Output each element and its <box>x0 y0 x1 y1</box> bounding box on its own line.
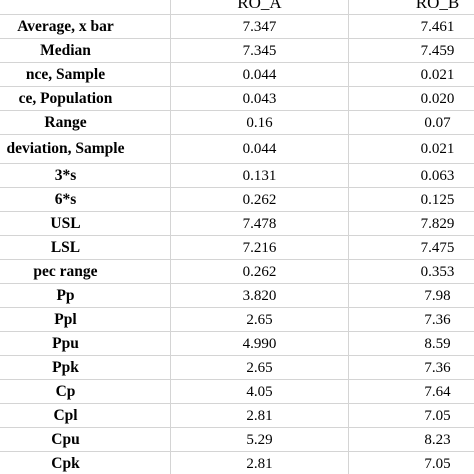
ro-b-value-cell[interactable]: 7.36 <box>348 307 474 332</box>
header-col-a[interactable]: RO_A <box>170 0 349 15</box>
row-label-cell[interactable]: deviation, Sample <box>0 134 171 164</box>
ro-a-value-cell[interactable]: 7.216 <box>170 235 349 260</box>
ro-a-value-cell[interactable]: 2.65 <box>170 355 349 380</box>
ro-b-value-cell[interactable]: 7.05 <box>348 403 474 428</box>
ro-b-value-cell[interactable]: 0.063 <box>348 163 474 188</box>
table-row: USL 7.478 7.829 <box>0 211 474 236</box>
ro-a-value-cell[interactable]: 7.478 <box>170 211 349 236</box>
ro-b-value-cell[interactable]: 8.23 <box>348 427 474 452</box>
ro-a-value-cell[interactable]: 0.16 <box>170 110 349 135</box>
ro-a-value-cell[interactable]: 0.131 <box>170 163 349 188</box>
row-label-cell[interactable]: Median <box>0 38 171 63</box>
table-row: Ppl 2.65 7.36 <box>0 307 474 332</box>
table-row: 6*s 0.262 0.125 <box>0 187 474 212</box>
ro-b-value-cell[interactable]: 7.461 <box>348 14 474 39</box>
table-row: nce, Sample 0.044 0.021 <box>0 62 474 87</box>
ro-b-value-cell[interactable]: 0.021 <box>348 134 474 164</box>
ro-a-value-cell[interactable]: 0.262 <box>170 259 349 284</box>
row-label-cell[interactable]: USL <box>0 211 171 236</box>
ro-b-value-cell[interactable]: 7.64 <box>348 379 474 404</box>
table-row: ce, Population 0.043 0.020 <box>0 86 474 111</box>
ro-b-value-cell[interactable]: 8.59 <box>348 331 474 356</box>
table-row: Range 0.16 0.07 <box>0 110 474 135</box>
ro-a-value-cell[interactable]: 2.81 <box>170 451 349 474</box>
row-label-cell[interactable]: 6*s <box>0 187 171 212</box>
header-row: RO_A RO_B <box>0 0 474 15</box>
ro-a-value-cell[interactable]: 0.044 <box>170 134 349 164</box>
table-row: Cpk 2.81 7.05 <box>0 451 474 474</box>
ro-a-value-cell[interactable]: 4.05 <box>170 379 349 404</box>
row-label-cell[interactable]: 3*s <box>0 163 171 188</box>
ro-b-value-cell[interactable]: 7.36 <box>348 355 474 380</box>
ro-b-value-cell[interactable]: 7.829 <box>348 211 474 236</box>
header-col-b[interactable]: RO_B <box>348 0 474 15</box>
table-row: Cpl 2.81 7.05 <box>0 403 474 428</box>
row-label-cell[interactable]: Ppu <box>0 331 171 356</box>
row-label-cell[interactable]: pec range <box>0 259 171 284</box>
table-row: Cp 4.05 7.64 <box>0 379 474 404</box>
ro-a-value-cell[interactable]: 0.043 <box>170 86 349 111</box>
table-row: Pp 3.820 7.98 <box>0 283 474 308</box>
row-label-cell[interactable]: Average, x bar <box>0 14 171 39</box>
table-row: Ppu 4.990 8.59 <box>0 331 474 356</box>
ro-b-value-cell[interactable]: 7.475 <box>348 235 474 260</box>
ro-a-value-cell[interactable]: 4.990 <box>170 331 349 356</box>
ro-b-value-cell[interactable]: 0.020 <box>348 86 474 111</box>
row-label-cell[interactable]: nce, Sample <box>0 62 171 87</box>
table-row: Ppk 2.65 7.36 <box>0 355 474 380</box>
row-label-cell[interactable]: ce, Population <box>0 86 171 111</box>
ro-a-value-cell[interactable]: 7.347 <box>170 14 349 39</box>
row-label-cell[interactable]: Range <box>0 110 171 135</box>
table-row: Average, x bar 7.347 7.461 <box>0 14 474 39</box>
row-label-cell[interactable]: Cpu <box>0 427 171 452</box>
ro-a-value-cell[interactable]: 5.29 <box>170 427 349 452</box>
row-label-cell[interactable]: LSL <box>0 235 171 260</box>
ro-b-value-cell[interactable]: 0.021 <box>348 62 474 87</box>
table-row: 3*s 0.131 0.063 <box>0 163 474 188</box>
table-row: deviation, Sample 0.044 0.021 <box>0 134 474 164</box>
table-body: Average, x bar 7.347 7.461 Median 7.345 7.459… <box>0 14 474 474</box>
table-row: Median 7.345 7.459 <box>0 38 474 63</box>
header-label-cell[interactable] <box>0 0 171 15</box>
ro-a-value-cell[interactable]: 2.81 <box>170 403 349 428</box>
row-label-cell[interactable]: Cp <box>0 379 171 404</box>
row-label-cell[interactable]: Pp <box>0 283 171 308</box>
ro-b-value-cell[interactable]: 7.05 <box>348 451 474 474</box>
ro-b-value-cell[interactable]: 7.98 <box>348 283 474 308</box>
table-row: Cpu 5.29 8.23 <box>0 427 474 452</box>
row-label-cell[interactable]: Cpl <box>0 403 171 428</box>
ro-b-value-cell[interactable]: 0.353 <box>348 259 474 284</box>
table-row: LSL 7.216 7.475 <box>0 235 474 260</box>
ro-a-value-cell[interactable]: 0.044 <box>170 62 349 87</box>
ro-a-value-cell[interactable]: 2.65 <box>170 307 349 332</box>
ro-b-value-cell[interactable]: 0.07 <box>348 110 474 135</box>
ro-a-value-cell[interactable]: 3.820 <box>170 283 349 308</box>
row-label-cell[interactable]: Cpk <box>0 451 171 474</box>
table-row: pec range 0.262 0.353 <box>0 259 474 284</box>
row-label-cell[interactable]: Ppl <box>0 307 171 332</box>
ro-b-value-cell[interactable]: 7.459 <box>348 38 474 63</box>
ro-a-value-cell[interactable]: 7.345 <box>170 38 349 63</box>
ro-a-value-cell[interactable]: 0.262 <box>170 187 349 212</box>
ro-b-value-cell[interactable]: 0.125 <box>348 187 474 212</box>
row-label-cell[interactable]: Ppk <box>0 355 171 380</box>
